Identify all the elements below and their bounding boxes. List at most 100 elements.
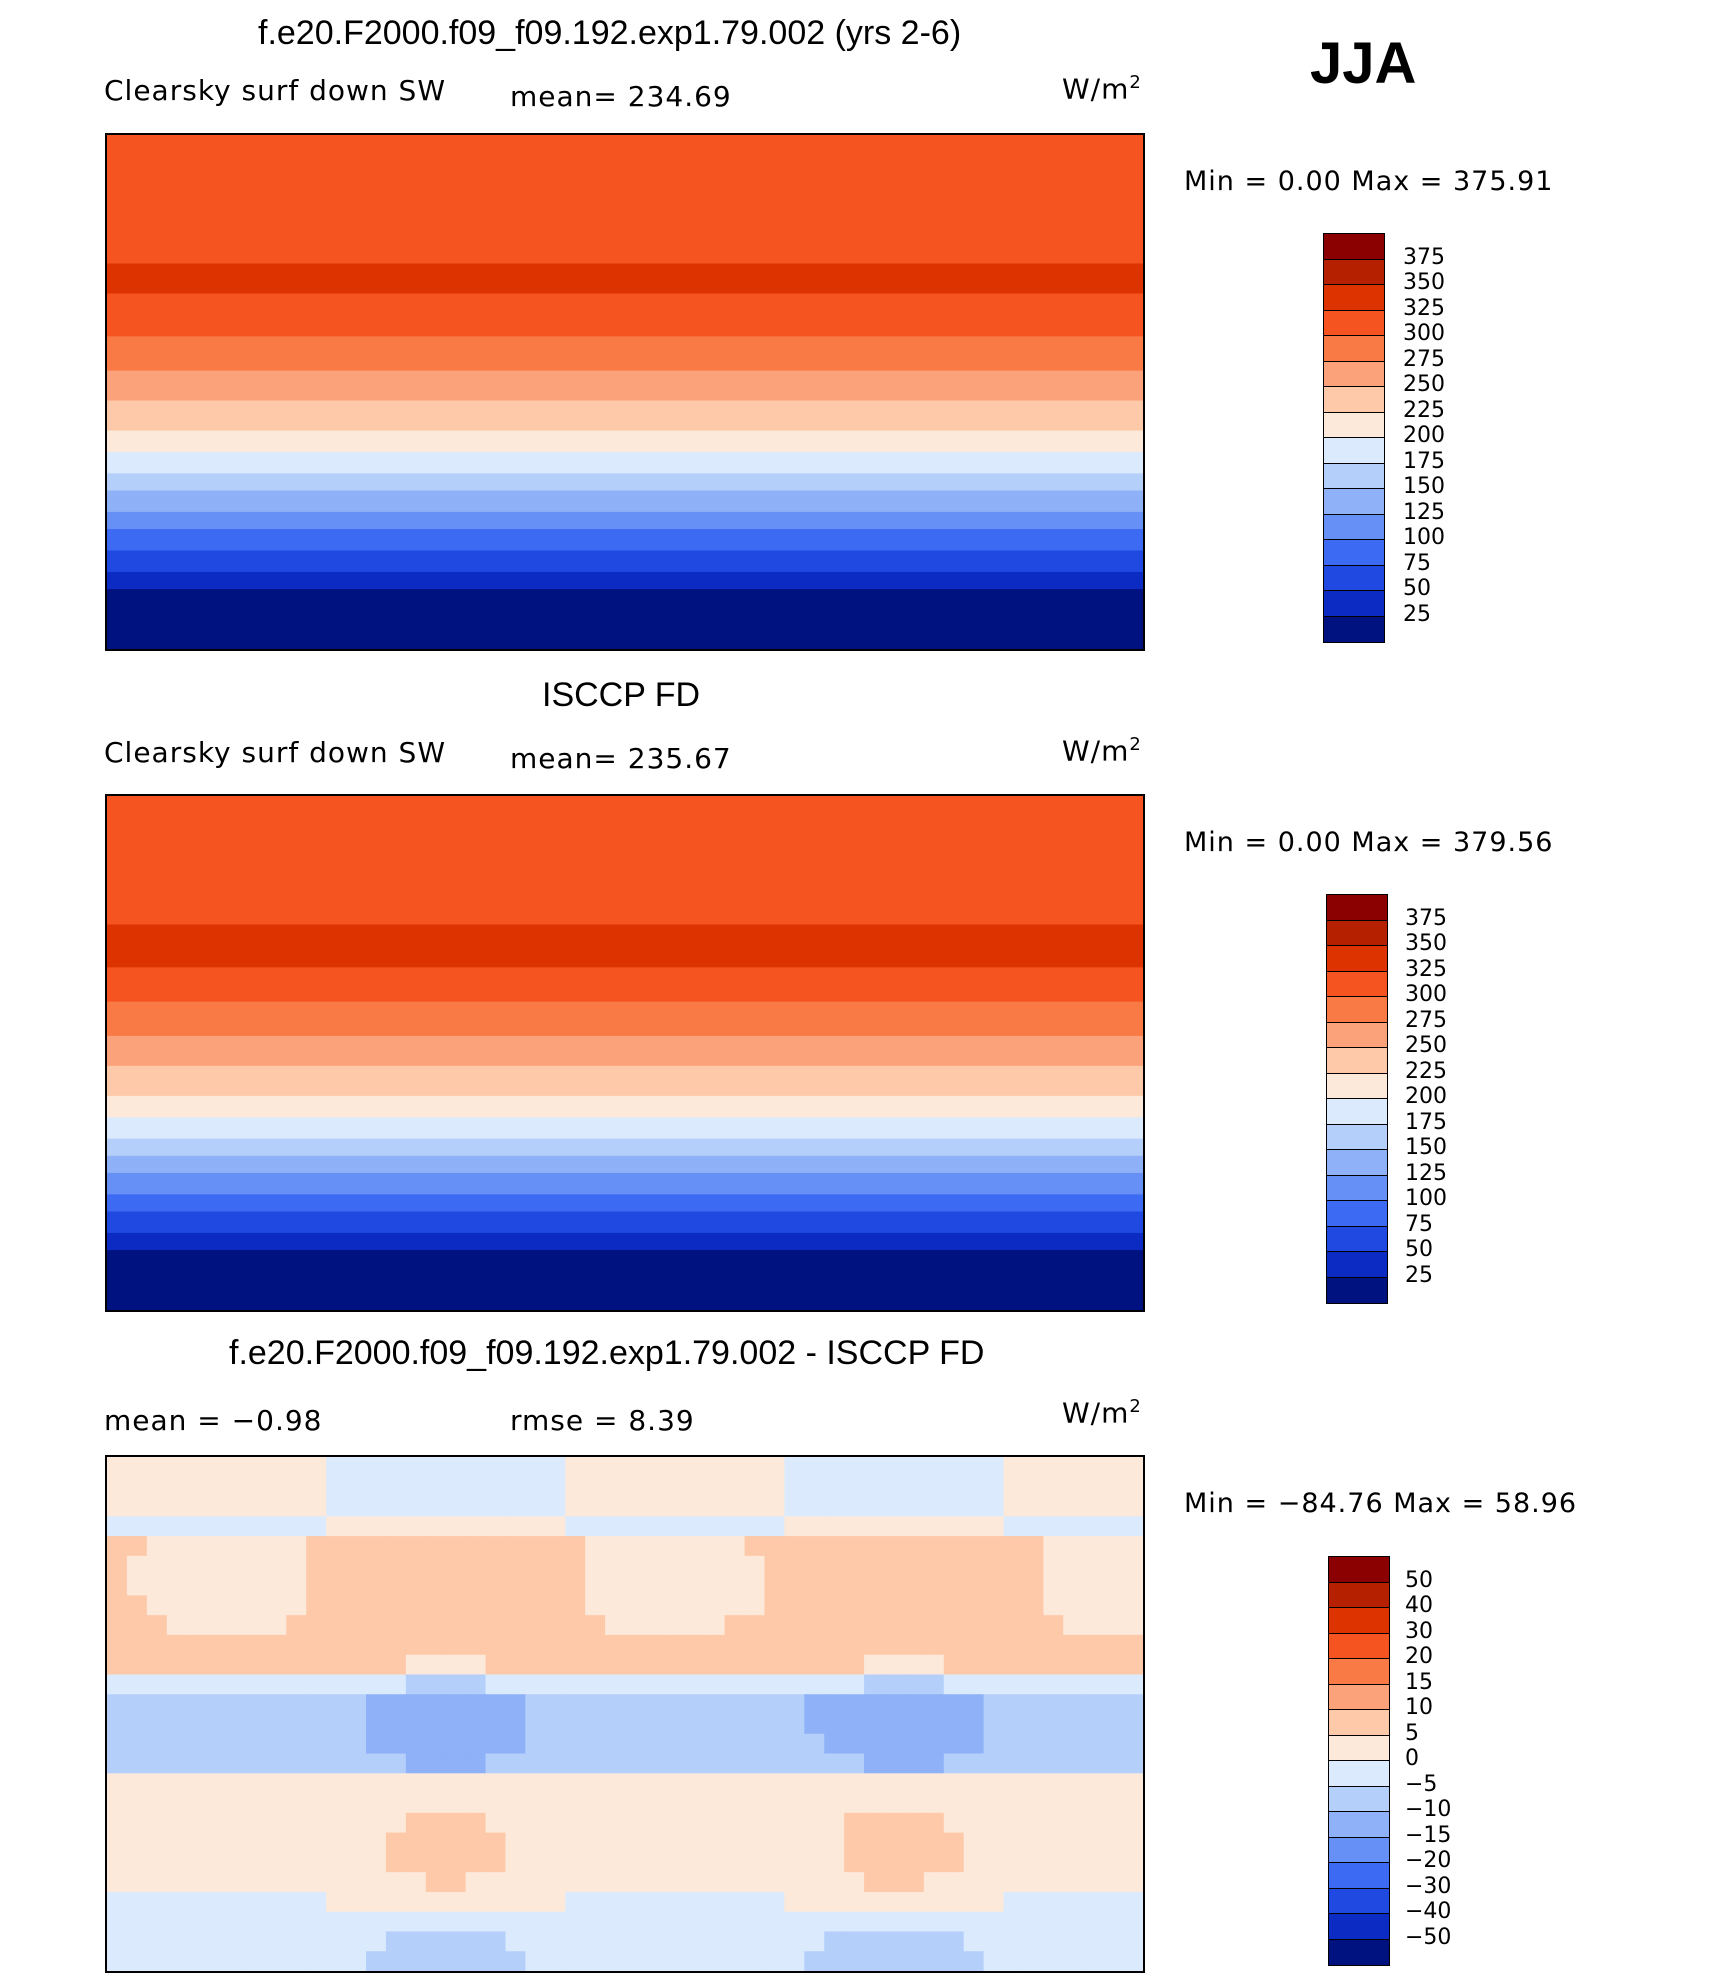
colorbar-cell [1327,1022,1387,1048]
difference-cell [684,1615,706,1636]
difference-cell [545,1457,566,1478]
difference-cell [505,1714,526,1735]
zonal-band [107,928,1143,934]
difference-cell [186,1714,208,1735]
difference-cell [166,1536,188,1557]
difference-cell [286,1595,307,1616]
difference-cell [445,1634,467,1656]
difference-cell [306,1911,327,1933]
difference-cell [804,1457,825,1478]
zonal-band [107,1023,1143,1028]
panel-3-rmse-label: rmse = 8.39 [510,1404,695,1437]
difference-cell [625,1891,646,1913]
difference-cell [525,1536,546,1557]
difference-cell [704,1674,726,1695]
difference-cell [425,1931,447,1952]
difference-cell [505,1595,526,1616]
difference-cell [864,1753,885,1774]
zonal-band [107,924,1143,930]
zonal-band [107,1142,1143,1148]
difference-cell [445,1496,467,1517]
difference-cell [764,1812,785,1834]
difference-cell [266,1911,287,1933]
panel-3-minmax: Min = −84.76 Max = 58.96 [1184,1488,1578,1519]
difference-cell [784,1654,805,1676]
zonal-band [107,1220,1143,1225]
difference-cell [884,1516,905,1537]
difference-cell [724,1773,746,1794]
difference-cell [545,1951,566,1971]
difference-cell [545,1852,566,1873]
difference-cell [346,1714,367,1735]
difference-cell [465,1911,487,1933]
difference-cell [1083,1457,1104,1478]
difference-cell [385,1595,407,1616]
difference-cell [864,1951,885,1971]
difference-cell [485,1931,507,1952]
difference-cell [525,1457,546,1478]
difference-cell [1123,1753,1143,1774]
difference-cell [724,1753,746,1774]
difference-cell [1083,1476,1104,1498]
difference-cell [943,1891,965,1913]
difference-cell [724,1555,746,1577]
difference-cell [206,1536,228,1557]
difference-cell [405,1931,427,1952]
difference-cell [385,1654,407,1676]
difference-cell [166,1496,188,1517]
difference-cell [226,1812,248,1834]
difference-cell [764,1832,785,1853]
difference-cell [884,1812,905,1834]
difference-cell [625,1931,646,1952]
difference-cell [107,1457,128,1478]
difference-cell [286,1457,307,1478]
difference-cell [824,1654,845,1676]
difference-cell [126,1694,148,1715]
difference-cell [983,1793,1005,1814]
difference-cell [465,1516,487,1537]
difference-cell [664,1951,686,1971]
difference-cell [1103,1516,1124,1537]
difference-cell [585,1793,606,1814]
difference-cell [884,1654,905,1676]
difference-cell [1083,1812,1104,1834]
zonal-band [107,233,1143,239]
difference-cell [186,1516,208,1537]
difference-cell [286,1615,307,1636]
difference-cell [784,1694,805,1715]
difference-cell [903,1615,925,1636]
difference-cell [963,1674,985,1695]
zonal-band [107,332,1143,337]
zonal-band [107,499,1143,504]
difference-cell [764,1793,785,1814]
zonal-band [107,1053,1143,1058]
difference-cell [923,1634,945,1656]
difference-cell [306,1674,327,1695]
difference-cell [784,1714,805,1735]
difference-cell [605,1516,626,1537]
zonal-band [107,533,1143,539]
zonal-band [107,224,1143,230]
difference-cell [963,1812,985,1834]
colorbar-cell [1327,1277,1387,1303]
zonal-band [107,885,1143,891]
difference-cell [206,1753,228,1774]
difference-cell [186,1634,208,1656]
difference-cell [585,1911,606,1933]
difference-cell [425,1496,447,1517]
zonal-band [107,1232,1143,1238]
zonal-band [107,963,1143,968]
difference-cell [923,1872,945,1893]
difference-cell [844,1654,865,1676]
difference-cell [1123,1951,1143,1971]
zonal-band [107,958,1143,964]
difference-cell [366,1872,387,1893]
difference-cell [266,1931,287,1952]
zonal-band [107,190,1143,196]
difference-cell [346,1753,367,1774]
difference-cell [1023,1595,1044,1616]
difference-cell [1003,1733,1025,1755]
difference-cell [465,1753,487,1774]
difference-cell [605,1733,626,1755]
difference-cell [226,1555,248,1577]
